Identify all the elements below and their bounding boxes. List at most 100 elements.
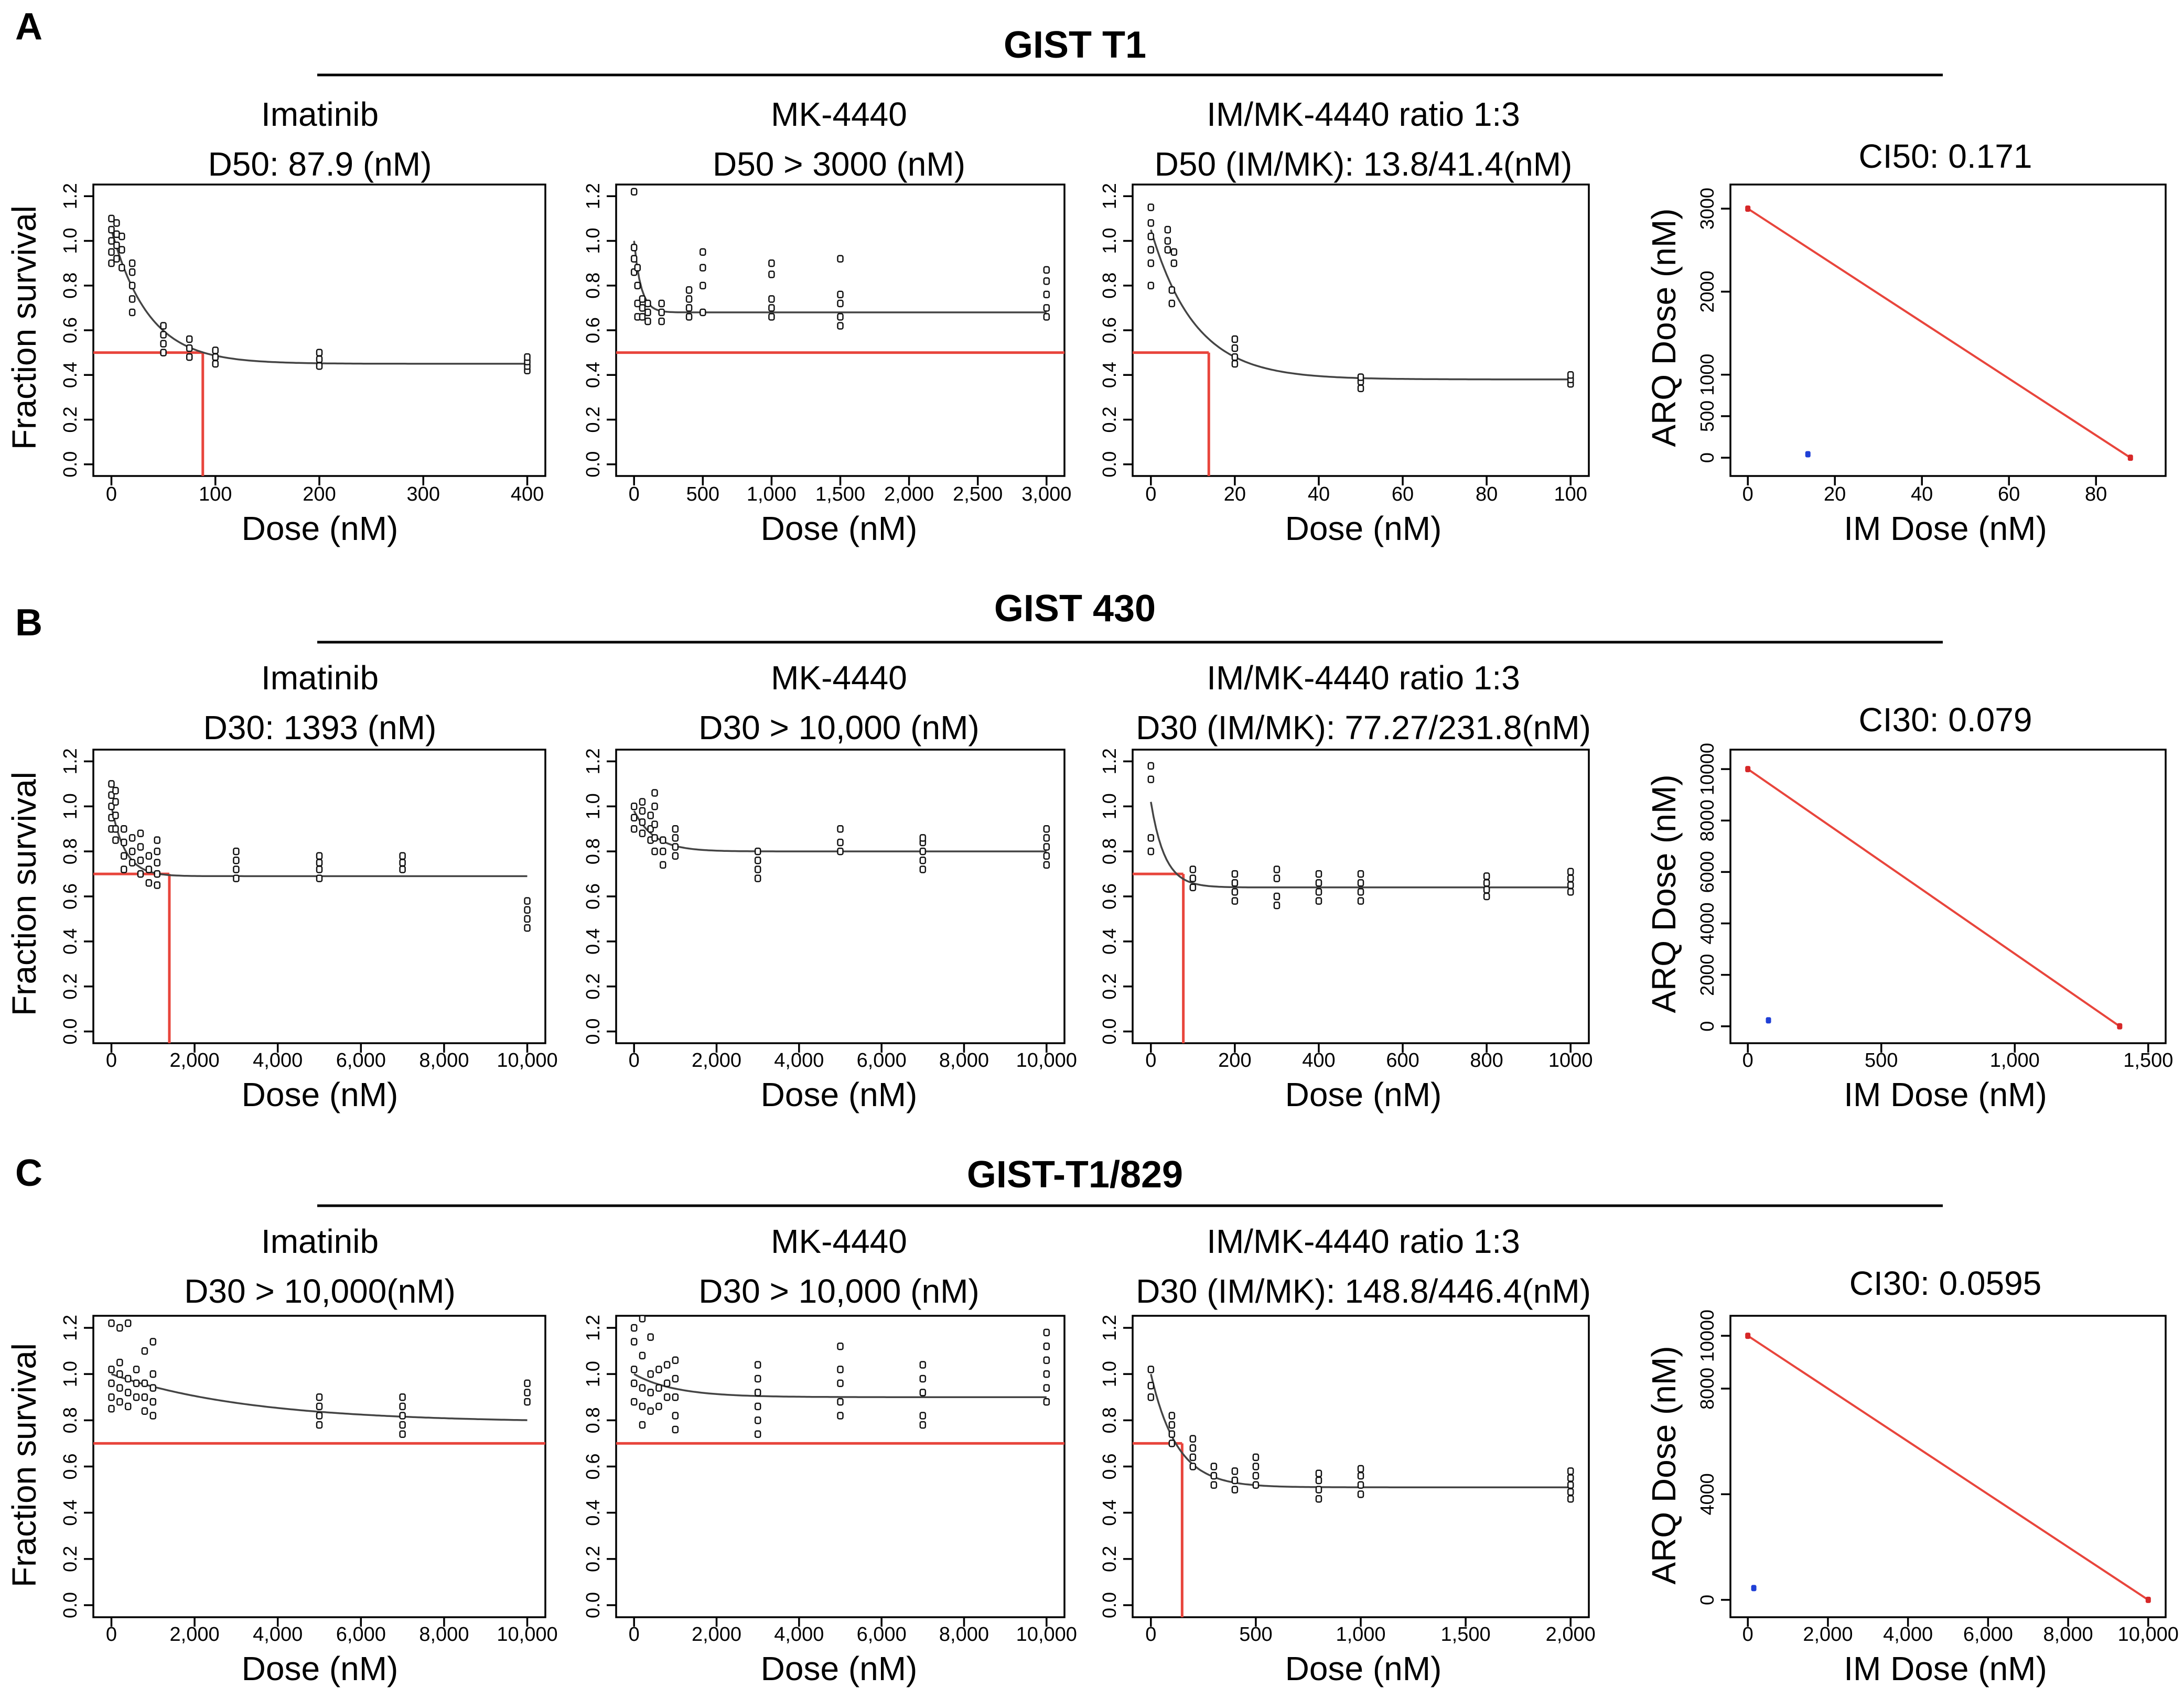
data-point	[399, 1393, 406, 1401]
data-point	[630, 825, 638, 833]
data-point	[121, 865, 127, 873]
data-point	[837, 255, 844, 263]
data-point	[630, 814, 638, 821]
data-point	[108, 1393, 115, 1401]
data-point	[1357, 1465, 1364, 1473]
data-point	[1043, 825, 1050, 833]
data-point	[128, 268, 136, 276]
data-point	[128, 859, 136, 867]
data-point	[399, 859, 406, 867]
y-axis-label: Fraction survival	[5, 1343, 43, 1587]
data-point	[837, 847, 844, 856]
data-point	[1147, 762, 1155, 770]
panel-3: IM/MK-4440 ratio 1:3 D50 (IM/MK): 13.8/41…	[1099, 95, 1590, 547]
panel-1: Imatinib D30 > 10,000(nM) 0 2,000 4,000 6,000…	[5, 1222, 558, 1687]
data-point	[1043, 277, 1050, 285]
data-point	[1043, 304, 1050, 312]
panel-subtitle: D30 > 10,000(nM)	[184, 1272, 456, 1310]
data-point	[630, 1379, 638, 1388]
data-point	[113, 219, 120, 227]
panel-title: CI30: 0.079	[1859, 701, 2032, 739]
data-point	[919, 1361, 927, 1369]
x-tick-label: 1,000	[1336, 1624, 1385, 1646]
panel-title: IM/MK-4440 ratio 1:3	[1207, 95, 1520, 133]
data-point	[1168, 1421, 1176, 1429]
data-point	[754, 1389, 761, 1397]
x-tick-label: 300	[407, 483, 440, 505]
data-point	[137, 857, 144, 864]
data-point	[1210, 1471, 1218, 1480]
panel-subtitle: D50: 87.9 (nM)	[208, 145, 432, 183]
data-point	[137, 870, 144, 878]
y-tick-label: 0.8	[59, 273, 81, 299]
panel-2: MK-4440 D30 > 10,000 (nM) 0 2,000 4,000 6,000…	[582, 1222, 1077, 1687]
data-point	[754, 1361, 761, 1369]
data-point	[651, 803, 658, 810]
y-tick-label: 0.0	[582, 1019, 604, 1045]
x-tick-label: 10,000	[497, 1624, 557, 1646]
data-point	[919, 847, 927, 856]
data-point	[149, 1412, 157, 1420]
data-point	[149, 1370, 157, 1378]
x-tick-label: 40	[1308, 483, 1330, 505]
panel-4: CI30: 0.0595 0 2,000 4,000 6,000 8,000 10,000 0…	[1645, 1264, 2179, 1687]
data-point	[141, 1347, 148, 1355]
data-point	[700, 308, 706, 317]
x-tick-label: 2,000	[884, 483, 934, 505]
plot-frame	[92, 183, 546, 477]
y-tick-label: 0.6	[1099, 883, 1120, 910]
data-point	[754, 865, 761, 873]
x-tick-label: 4,000	[253, 1624, 303, 1646]
plot-frame	[92, 1315, 546, 1618]
data-point	[660, 836, 666, 844]
data-point	[639, 829, 646, 838]
data-point	[1170, 259, 1178, 267]
panel-2: MK-4440 D30 > 10,000 (nM) 0 2,000 4,000 6,000…	[582, 659, 1077, 1113]
panel-subtitle: D30 > 10,000 (nM)	[698, 1272, 979, 1310]
panel-letter-b: B	[15, 602, 42, 644]
data-point	[212, 353, 219, 361]
data-point	[1043, 313, 1050, 321]
data-point	[1170, 248, 1178, 256]
additivity-line	[1747, 1335, 2149, 1601]
combination-point	[1805, 451, 1811, 458]
data-point	[644, 317, 651, 326]
y-tick-label: 0.4	[582, 928, 604, 955]
x-tick-label: 2,000	[1546, 1624, 1596, 1646]
data-point	[108, 225, 115, 234]
data-point	[837, 290, 844, 299]
y-tick-label: 0.4	[582, 1500, 604, 1526]
x-tick-label: 20	[1824, 483, 1846, 505]
data-point	[837, 1366, 844, 1373]
data-point	[837, 322, 844, 330]
data-point	[1189, 883, 1197, 892]
y-tick-label: 1.0	[59, 793, 81, 819]
y-tick-label: 0.8	[582, 273, 604, 299]
data-point	[119, 246, 125, 254]
data-point	[1164, 225, 1171, 234]
data-point	[1483, 879, 1490, 887]
data-point	[651, 847, 658, 856]
data-point	[160, 349, 167, 356]
plot-frame	[1132, 749, 1590, 1044]
data-point	[658, 299, 665, 308]
data-point	[639, 798, 646, 806]
data-point	[524, 353, 531, 361]
panel-title: IM/MK-4440 ratio 1:3	[1207, 1222, 1520, 1260]
data-point	[647, 1370, 654, 1378]
data-point	[108, 259, 115, 267]
single-agent-point	[1745, 1333, 1751, 1339]
x-axis-label: Dose (nM)	[1285, 510, 1442, 547]
x-axis-label: Dose (nM)	[761, 1076, 918, 1113]
x-tick-label: 3,000	[1021, 483, 1071, 505]
data-point	[1357, 1471, 1364, 1480]
data-point	[1567, 868, 1574, 876]
data-point	[663, 1361, 671, 1369]
data-point	[1147, 259, 1155, 267]
data-point	[124, 1319, 132, 1327]
y-tick-label: 0.6	[59, 1453, 81, 1479]
single-agent-point	[2127, 454, 2133, 461]
cell-line-title: GIST T1	[1004, 24, 1146, 66]
data-point	[186, 353, 193, 361]
data-point	[141, 1379, 148, 1388]
